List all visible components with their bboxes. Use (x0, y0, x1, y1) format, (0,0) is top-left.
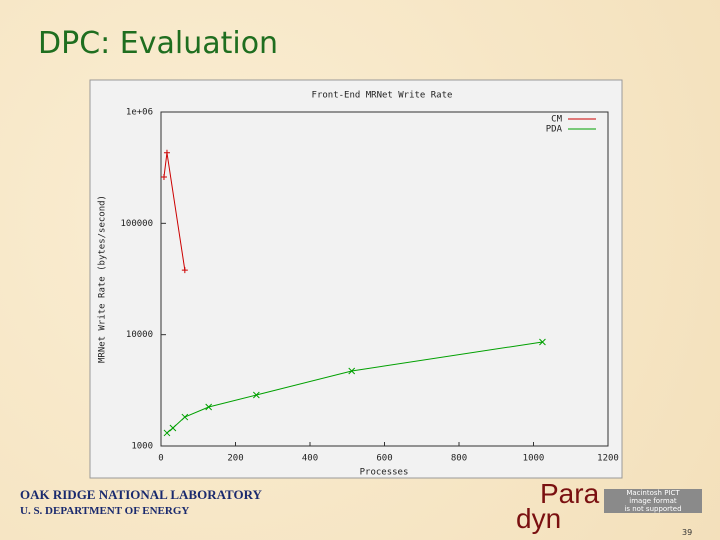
x-tick-label: 200 (227, 454, 243, 464)
logo-top: Para (540, 478, 600, 509)
image-placeholder: Macintosh PICT image format is not suppo… (604, 489, 702, 513)
y-tick-label: 10000 (126, 330, 153, 340)
y-tick-label: 1e+06 (126, 108, 153, 118)
point-marker (181, 267, 188, 274)
point-marker (539, 338, 546, 346)
point-marker (181, 413, 189, 421)
point-marker (163, 149, 170, 156)
slide-title: DPC: Evaluation (38, 26, 279, 61)
placeholder-line: image format (629, 497, 677, 505)
legend-label: PDA (546, 125, 563, 135)
page-number: 39 (682, 528, 693, 537)
y-tick-label: 1000 (131, 442, 153, 452)
point-marker (163, 429, 171, 437)
point-marker (253, 391, 260, 399)
chart-frame (89, 79, 623, 479)
point-marker (348, 367, 356, 375)
chart-title: Front-End MRNet Write Rate (312, 91, 453, 101)
x-tick-label: 1200 (597, 454, 619, 464)
point-marker (169, 424, 177, 432)
placeholder-line: is not supported (624, 505, 682, 513)
x-tick-label: 400 (302, 454, 318, 464)
logo-bottom: dyn (516, 503, 562, 534)
legend-label: CM (551, 115, 562, 125)
x-tick-label: 0 (158, 454, 163, 464)
y-tick-label: 100000 (120, 219, 153, 229)
placeholder-line: Macintosh PICT (626, 489, 680, 497)
lab-name: OAK RIDGE NATIONAL LABORATORY (20, 487, 262, 502)
y-axis-label: MRNet Write Rate (bytes/second) (98, 195, 108, 363)
point-marker (205, 403, 213, 411)
point-marker (160, 173, 167, 180)
x-tick-label: 1000 (523, 454, 545, 464)
x-tick-label: 800 (451, 454, 467, 464)
x-axis-label: Processes (360, 468, 409, 478)
dept-name: U. S. DEPARTMENT OF ENERGY (20, 505, 190, 517)
x-tick-label: 600 (376, 454, 392, 464)
